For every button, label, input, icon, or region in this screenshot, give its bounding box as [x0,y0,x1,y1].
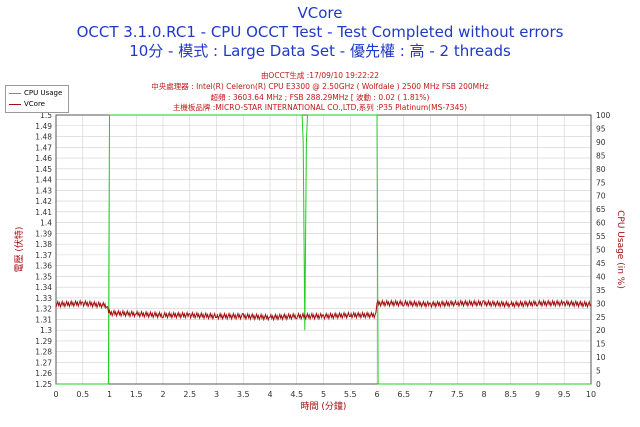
y2-tick-label: 5 [596,367,601,376]
x-tick-label: 0.5 [76,390,89,399]
x-tick-label: 4.5 [290,390,303,399]
axis-ticks: 0 0.5 1 1.5 2 2.5 3 3.5 4 4.5 5 5.5 6 6.5 7 7.5 8 8.5 9 9.5… [35,111,610,399]
y-tick-label: 1.26 [35,369,52,378]
info-motherboard: 主機板品牌 :MICRO-STAR INTERNATIONAL CO.,LTD,… [172,103,468,112]
y2-tick-label: 95 [596,124,606,133]
x-tick-label: 7.5 [451,390,464,399]
y-tick-label: 1.44 [35,176,52,185]
x-axis-label: 時間 (分鐘) [301,400,347,412]
x-tick-label: 8.5 [504,390,517,399]
y2-tick-label: 25 [596,313,606,322]
y-tick-label: 1.47 [35,143,52,152]
y-tick-label: 1.28 [35,348,52,357]
y-tick-label: 1.38 [35,240,52,249]
y-tick-label: 1.39 [35,229,52,238]
y2-tick-label: 15 [596,340,606,349]
y-axis-label: 電壓 (伏特) [13,227,25,273]
x-tick-label: 5.5 [344,390,357,399]
grid [55,114,592,385]
series-line-cpu-usage [56,114,591,385]
y2-tick-label: 70 [596,192,606,201]
x-tick-label: 2.5 [183,390,196,399]
y-tick-label: 1.3 [40,326,52,335]
y2-tick-label: 0 [596,380,601,389]
legend-label-vcore: VCore [24,100,45,108]
legend-swatch-vcore [9,103,21,105]
y2-tick-label: 20 [596,326,606,335]
y2-tick-label: 55 [596,232,606,241]
x-tick-label: 7 [428,390,433,399]
y-tick-label: 1.25 [35,380,52,389]
x-tick-label: 1.5 [130,390,143,399]
chart-subtitle-mode: 10分 - 模式 : Large Data Set - 優先權 : 高 - 2 … [129,42,511,60]
x-tick-label: 6 [374,390,379,399]
y2-tick-label: 10 [596,353,606,362]
x-tick-label: 1 [107,390,112,399]
info-generated: 由OCCT生成 :17/09/10 19:22:22 [260,71,380,80]
y-tick-label: 1.43 [35,186,52,195]
x-tick-label: 9 [535,390,540,399]
x-tick-label: 0 [53,390,58,399]
y2-tick-label: 90 [596,138,606,147]
y2-axis-label: CPU Usage (in %) [615,210,625,289]
x-tick-label: 3 [214,390,219,399]
y-tick-label: 1.41 [35,208,52,217]
x-tick-label: 6.5 [397,390,410,399]
y-tick-label: 1.36 [35,262,52,271]
legend-swatch-cpu-usage [9,92,21,94]
y-tick-label: 1.46 [35,154,52,163]
legend-item-vcore: VCore [9,99,45,109]
y2-tick-label: 100 [596,111,611,120]
x-tick-label: 9.5 [558,390,571,399]
y-tick-label: 1.37 [35,251,52,260]
y-tick-label: 1.34 [35,283,52,292]
x-tick-label: 3.5 [237,390,250,399]
x-tick-label: 10 [586,390,596,399]
series-line-vcore [55,298,592,322]
y-tick-label: 1.42 [35,197,52,206]
y2-tick-label: 60 [596,219,606,228]
info-cpu: 中央處理器 : Intel(R) Celeron(R) CPU E3300 @ … [151,82,489,91]
y2-tick-label: 75 [596,178,606,187]
y-tick-label: 1.5 [40,111,52,120]
y2-tick-label: 40 [596,272,606,281]
x-tick-label: 2 [160,390,165,399]
y2-tick-label: 45 [596,259,606,268]
x-tick-label: 4 [267,390,272,399]
chart-subtitle: OCCT 3.1.0.RC1 - CPU OCCT Test - Test Co… [76,23,564,41]
y-tick-label: 1.49 [35,122,52,131]
y-tick-label: 1.32 [35,305,52,314]
y-tick-label: 1.45 [35,165,52,174]
y2-tick-label: 30 [596,299,606,308]
legend-item-cpu-usage: CPU Usage [9,88,62,98]
info-overclock: 超頻 : 3603.64 MHz ; FSB 288.29MHz [ 波動 : … [210,93,430,102]
legend-label-cpu-usage: CPU Usage [24,89,63,97]
y-tick-label: 1.29 [35,337,52,346]
y-tick-label: 1.27 [35,358,52,367]
y2-tick-label: 35 [596,286,606,295]
y-tick-label: 1.33 [35,294,52,303]
x-tick-label: 5 [321,390,326,399]
y-tick-label: 1.31 [35,315,52,324]
series [55,114,592,385]
y2-tick-label: 50 [596,246,606,255]
x-tick-label: 8 [481,390,486,399]
y2-tick-label: 65 [596,205,606,214]
y2-tick-label: 80 [596,165,606,174]
legend: CPU Usage VCore [5,85,69,113]
y-tick-label: 1.4 [40,219,52,228]
chart-title: VCore [297,4,343,22]
y-tick-label: 1.48 [35,133,52,142]
y-tick-label: 1.35 [35,272,52,281]
y2-tick-label: 85 [596,151,606,160]
